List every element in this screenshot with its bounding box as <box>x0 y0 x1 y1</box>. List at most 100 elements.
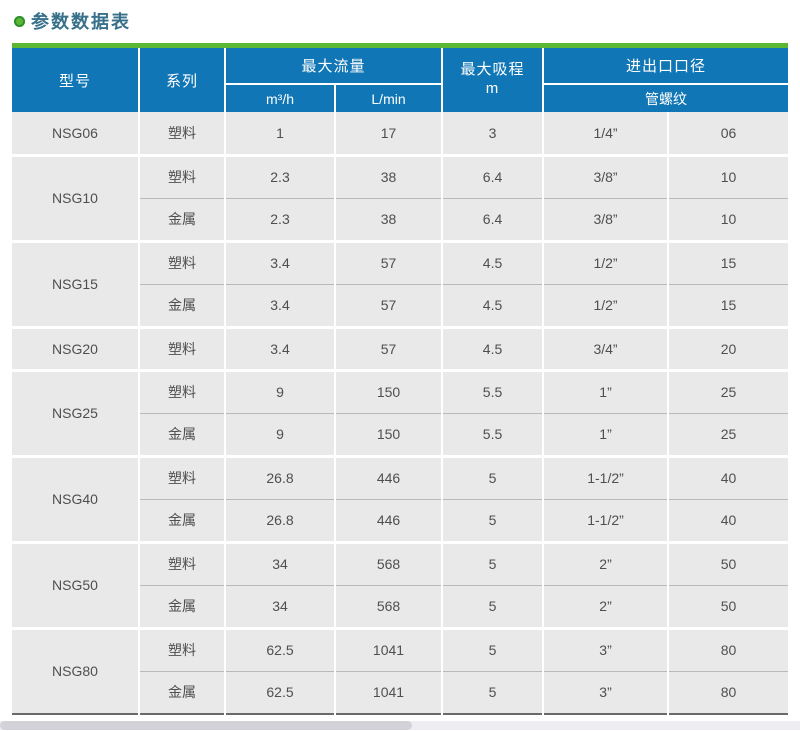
table-row: 金属 2.3 38 6.4 3/8” 10 <box>12 197 789 241</box>
cell-thread-code: 25 <box>668 368 789 413</box>
max-suction-unit: m <box>485 80 500 97</box>
cell-series: 塑料 <box>139 368 226 413</box>
cell-thread-code: 40 <box>668 498 789 542</box>
cell-model: NSG80 <box>12 626 140 714</box>
cell-thread-code: 40 <box>668 454 789 499</box>
cell-suction: 6.4 <box>442 153 545 198</box>
cell-thread-size: 3/8” <box>543 197 670 241</box>
cell-flow-m3h: 3.4 <box>225 283 336 327</box>
cell-flow-m3h: 2.3 <box>225 197 336 241</box>
cell-model: NSG25 <box>12 368 140 456</box>
cell-model: NSG06 <box>12 112 140 155</box>
cell-series: 塑料 <box>139 540 226 585</box>
col-header-port: 进出口口径 <box>543 48 789 84</box>
col-header-series: 系列 <box>139 48 226 112</box>
col-header-max-suction: 最大吸程 m <box>442 48 545 112</box>
col-header-thread: 管螺纹 <box>543 83 789 112</box>
cell-thread-code: 10 <box>668 153 789 198</box>
cell-flow-lmin: 57 <box>335 325 444 370</box>
table-row: 金属 34 568 5 2” 50 <box>12 584 789 628</box>
cell-series: 金属 <box>139 283 226 327</box>
cell-series: 金属 <box>139 670 226 714</box>
cell-thread-code: 80 <box>668 626 789 671</box>
cell-flow-m3h: 62.5 <box>225 626 336 671</box>
cell-thread-size: 1” <box>543 412 670 456</box>
cell-model: NSG50 <box>12 540 140 628</box>
cell-series: 塑料 <box>139 626 226 671</box>
col-header-max-flow: 最大流量 <box>225 48 444 84</box>
cell-series: 金属 <box>139 412 226 456</box>
table-row: NSG40 塑料 26.8 446 5 1-1/2” 40 <box>12 454 789 542</box>
cell-thread-code: 80 <box>668 670 789 714</box>
cell-flow-lmin: 1041 <box>335 626 444 671</box>
cell-thread-size: 1-1/2” <box>543 498 670 542</box>
cell-thread-size: 3/4” <box>543 325 670 370</box>
table-row: 金属 3.4 57 4.5 1/2” 15 <box>12 283 789 327</box>
cell-thread-size: 1/2” <box>543 283 670 327</box>
cell-thread-size: 1/4” <box>543 112 670 155</box>
cell-flow-lmin: 568 <box>335 540 444 585</box>
table-row: 金属 26.8 446 5 1-1/2” 40 <box>12 498 789 542</box>
max-suction-label: 最大吸程 <box>460 61 525 79</box>
cell-suction: 4.5 <box>442 283 545 327</box>
cell-model: NSG15 <box>12 239 140 327</box>
cell-suction: 3 <box>442 112 545 155</box>
page-header: 参数数据表 <box>0 0 800 33</box>
cell-thread-size: 3” <box>543 626 670 671</box>
table-row: 金属 9 150 5.5 1” 25 <box>12 412 789 456</box>
table-row: NSG06 塑料 1 17 3 1/4” 06 <box>12 112 789 155</box>
cell-flow-lmin: 150 <box>335 412 444 456</box>
col-header-m3h: m³/h <box>225 83 336 112</box>
horizontal-scrollbar-thumb[interactable] <box>0 721 412 730</box>
cell-suction: 5 <box>442 626 545 671</box>
cell-thread-code: 15 <box>668 239 789 284</box>
cell-suction: 5.5 <box>442 368 545 413</box>
cell-flow-m3h: 3.4 <box>225 325 336 370</box>
cell-series: 塑料 <box>139 325 226 370</box>
cell-thread-code: 25 <box>668 412 789 456</box>
cell-suction: 5.5 <box>442 412 545 456</box>
cell-flow-m3h: 62.5 <box>225 670 336 714</box>
cell-flow-m3h: 9 <box>225 368 336 413</box>
cell-flow-m3h: 2.3 <box>225 153 336 198</box>
parameter-table: 型号 系列 最大流量 最大吸程 m 进出口口径 m³/h L/min 管螺纹 N… <box>12 48 789 715</box>
horizontal-scrollbar[interactable] <box>0 721 800 730</box>
cell-suction: 5 <box>442 498 545 542</box>
cell-flow-m3h: 9 <box>225 412 336 456</box>
green-bullet-icon <box>14 15 25 27</box>
cell-series: 塑料 <box>139 239 226 284</box>
cell-flow-m3h: 34 <box>225 584 336 628</box>
cell-flow-lmin: 1041 <box>335 670 444 714</box>
cell-thread-code: 06 <box>668 112 789 155</box>
cell-flow-lmin: 568 <box>335 584 444 628</box>
cell-thread-size: 2” <box>543 584 670 628</box>
cell-thread-code: 50 <box>668 540 789 585</box>
cell-thread-size: 3” <box>543 670 670 714</box>
cell-series: 金属 <box>139 498 226 542</box>
cell-flow-m3h: 26.8 <box>225 498 336 542</box>
cell-suction: 5 <box>442 454 545 499</box>
table-row: 金属 62.5 1041 5 3” 80 <box>12 670 789 714</box>
cell-series: 金属 <box>139 197 226 241</box>
cell-flow-lmin: 57 <box>335 283 444 327</box>
cell-flow-lmin: 38 <box>335 197 444 241</box>
cell-model: NSG10 <box>12 153 140 241</box>
cell-suction: 6.4 <box>442 197 545 241</box>
cell-suction: 4.5 <box>442 239 545 284</box>
cell-flow-lmin: 57 <box>335 239 444 284</box>
cell-series: 塑料 <box>139 112 226 155</box>
col-header-lmin: L/min <box>335 83 444 112</box>
cell-thread-size: 1-1/2” <box>543 454 670 499</box>
table-accent-bar <box>12 43 788 48</box>
cell-thread-size: 1/2” <box>543 239 670 284</box>
col-header-model: 型号 <box>12 48 140 112</box>
cell-suction: 5 <box>442 540 545 585</box>
cell-thread-size: 2” <box>543 540 670 585</box>
parameter-table-container: 型号 系列 最大流量 最大吸程 m 进出口口径 m³/h L/min 管螺纹 N… <box>12 43 789 715</box>
cell-model: NSG20 <box>12 325 140 370</box>
cell-flow-m3h: 26.8 <box>225 454 336 499</box>
cell-flow-m3h: 3.4 <box>225 239 336 284</box>
table-row: NSG20 塑料 3.4 57 4.5 3/4” 20 <box>12 325 789 370</box>
page-title: 参数数据表 <box>31 12 131 32</box>
cell-thread-size: 3/8” <box>543 153 670 198</box>
